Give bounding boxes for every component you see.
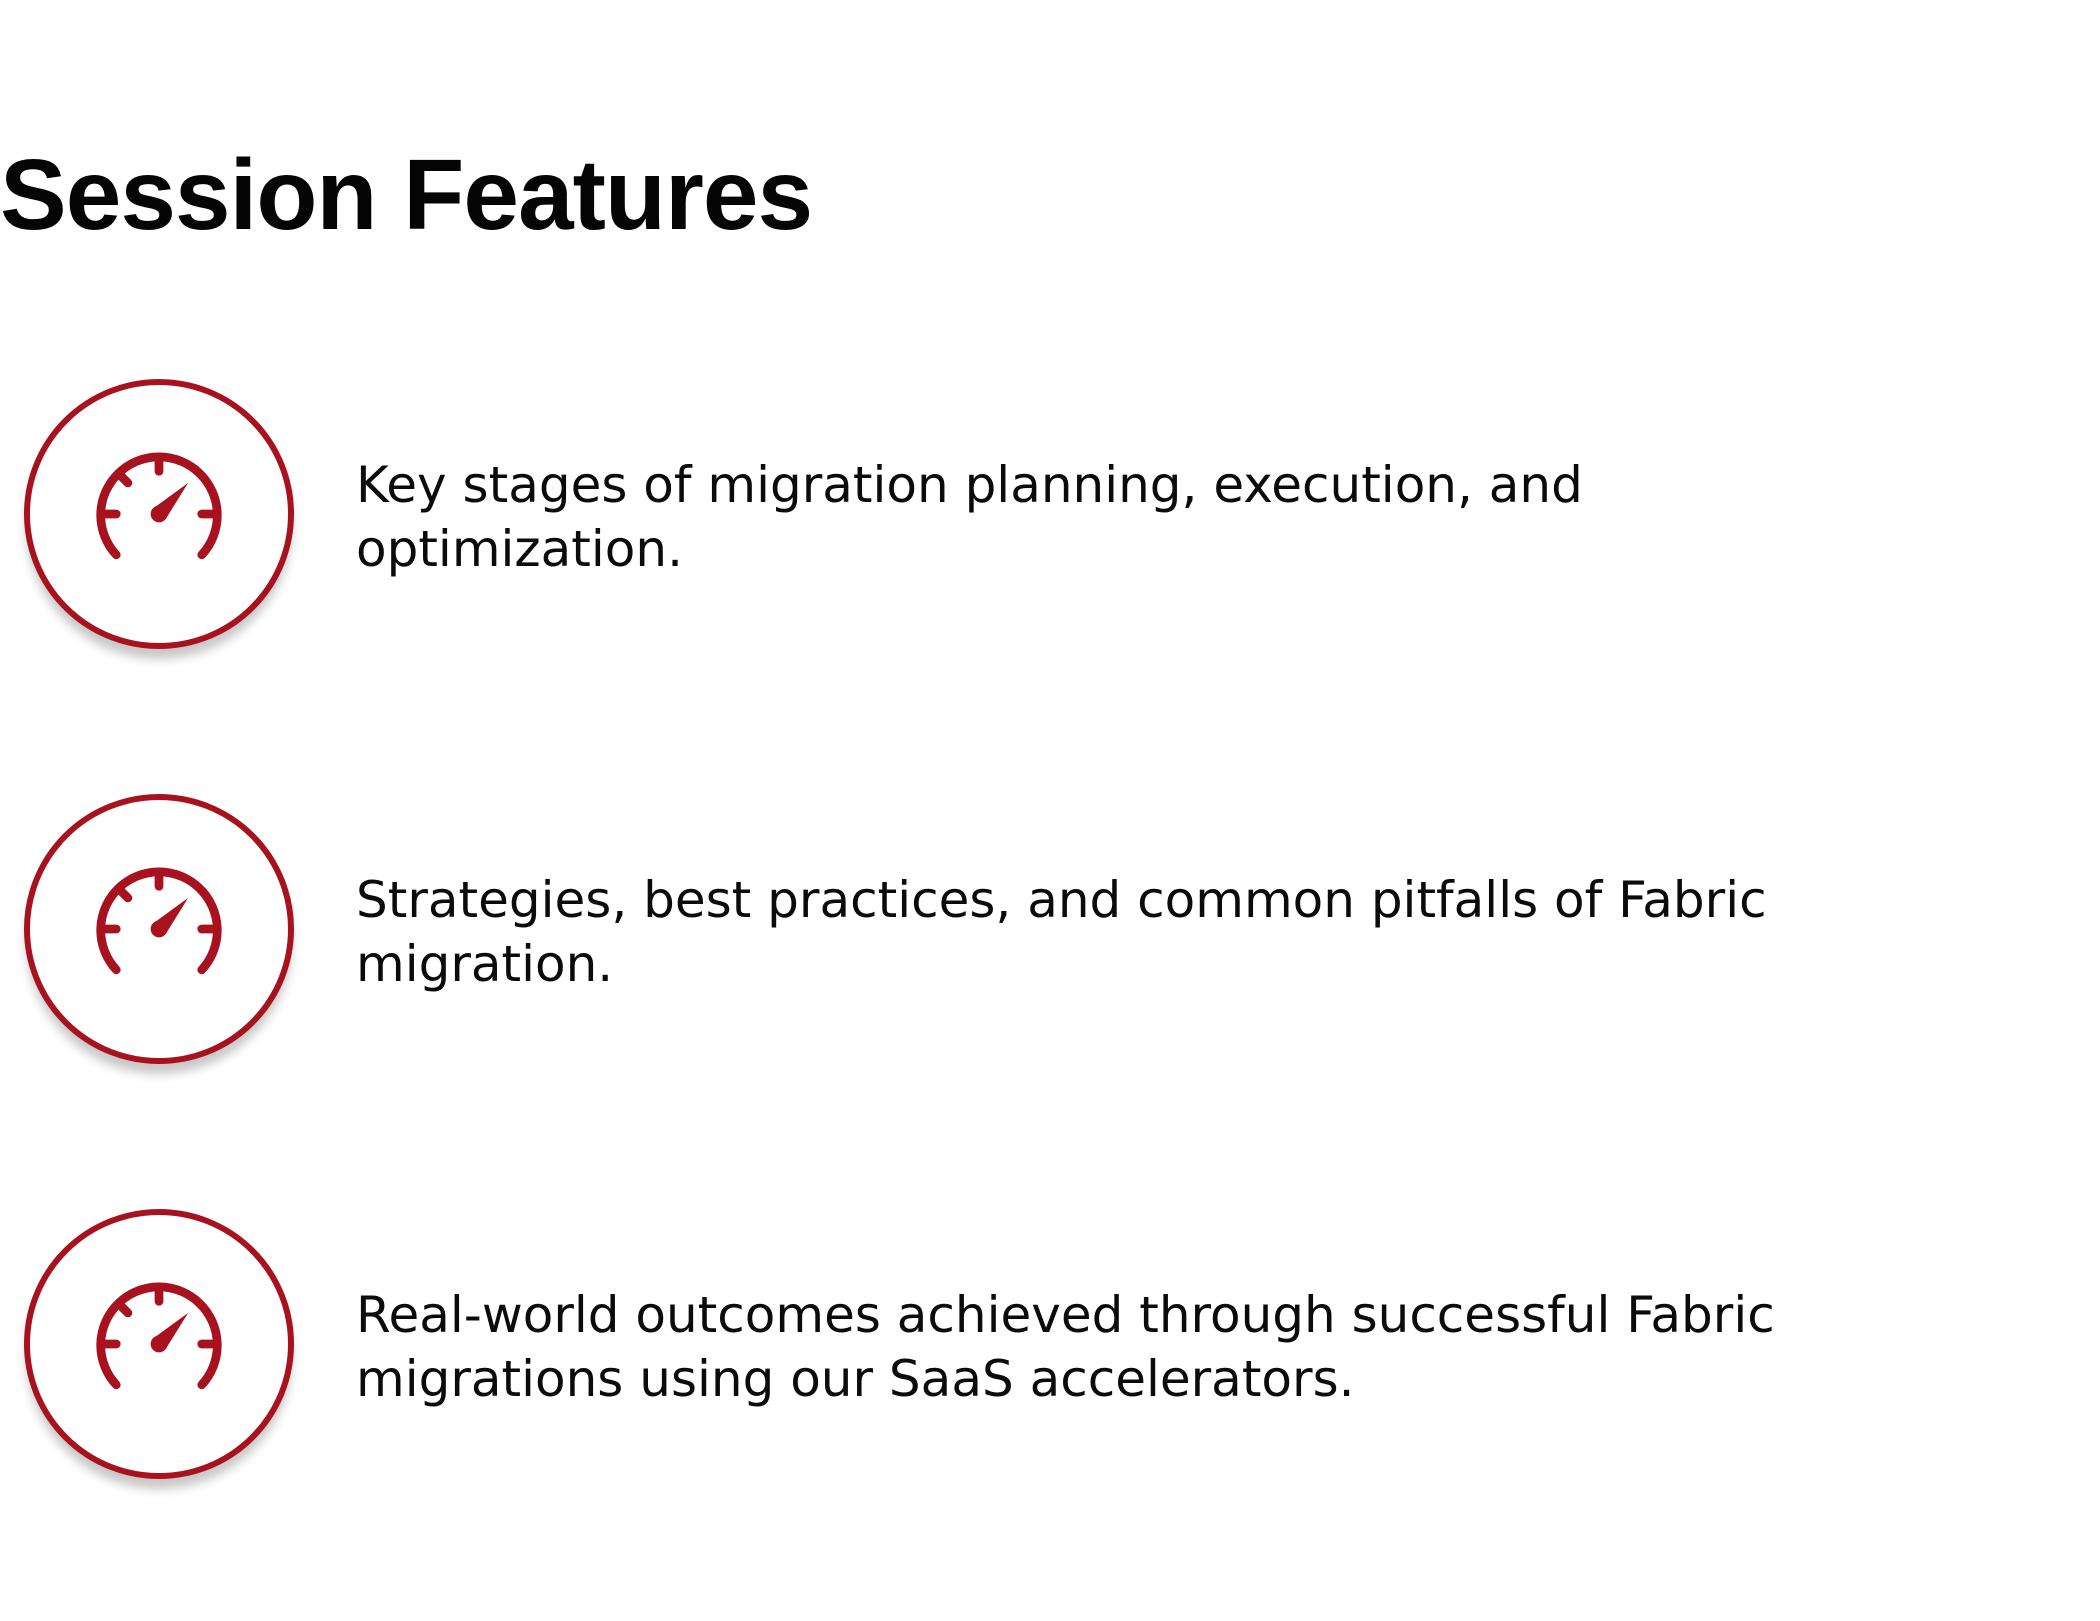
speedometer-icon [96,867,222,975]
speedometer-icon [96,1282,222,1390]
feature-text: Key stages of migration planning, execut… [356,456,1583,578]
feature-item: Strategies, best practices, and common p… [24,794,2024,1064]
speedometer-icon [96,452,222,560]
feature-item: Real-world outcomes achieved through suc… [24,1209,2024,1479]
page-title: Session Features [0,139,813,251]
feature-icon-badge [24,379,294,649]
feature-text: Strategies, best practices, and common p… [356,871,1767,993]
feature-icon-badge [24,794,294,1064]
feature-text: Real-world outcomes achieved through suc… [356,1286,1775,1408]
feature-item: Key stages of migration planning, execut… [24,379,2024,649]
feature-icon-badge [24,1209,294,1479]
